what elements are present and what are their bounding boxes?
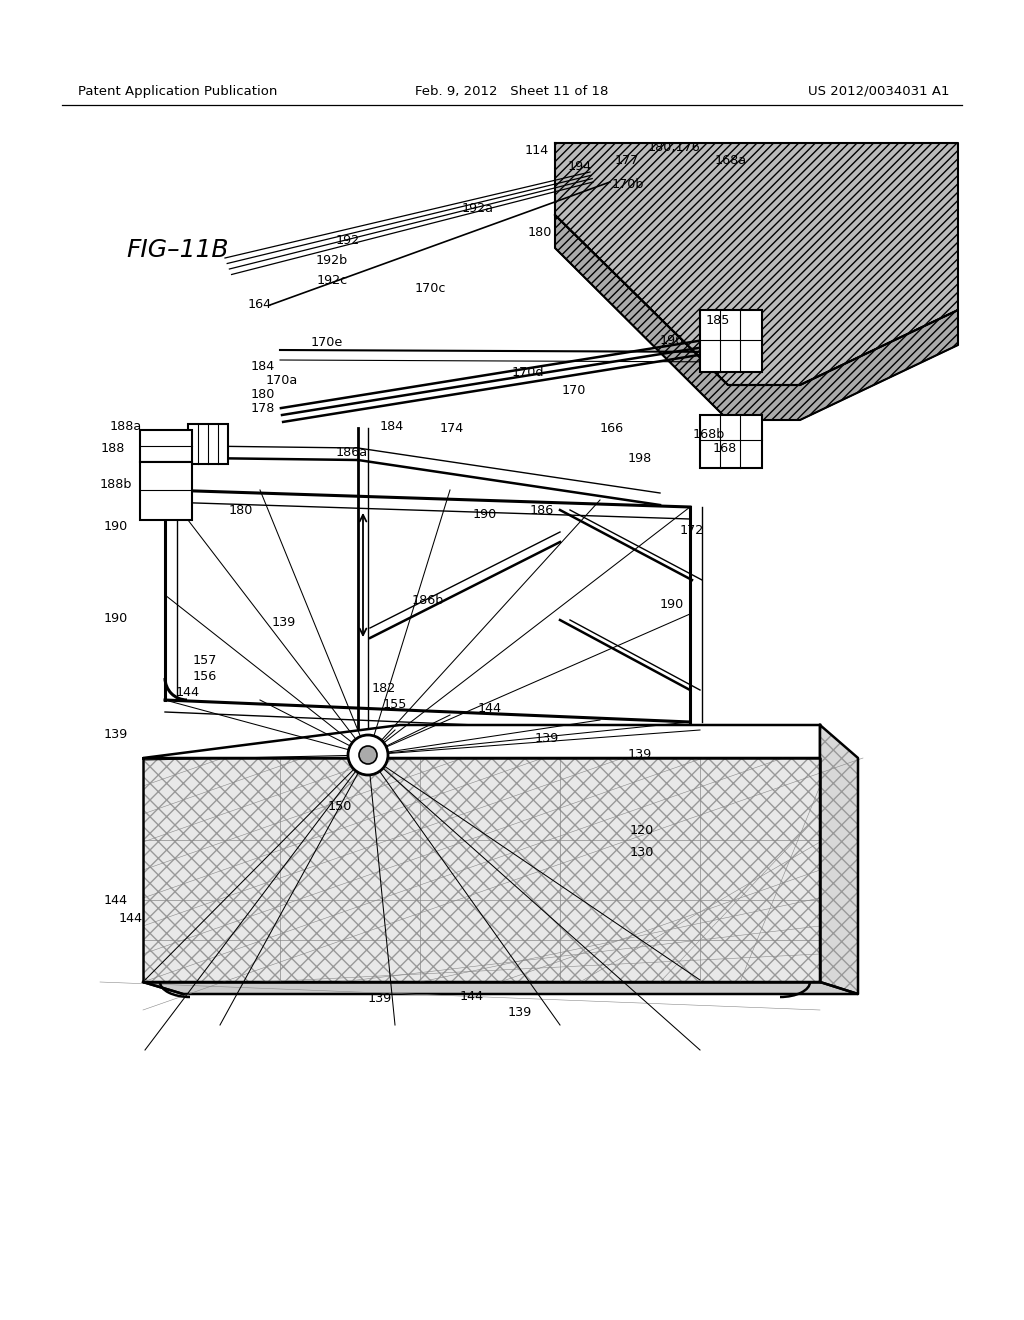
Text: 139: 139 bbox=[628, 747, 652, 760]
Text: 170a: 170a bbox=[266, 375, 298, 388]
Text: 166: 166 bbox=[600, 421, 624, 434]
Text: 190: 190 bbox=[660, 598, 684, 610]
Circle shape bbox=[359, 746, 377, 764]
Text: 188: 188 bbox=[100, 441, 125, 454]
Text: 150: 150 bbox=[328, 800, 352, 813]
Text: 120: 120 bbox=[630, 825, 654, 837]
Circle shape bbox=[348, 735, 388, 775]
Polygon shape bbox=[143, 982, 858, 994]
Text: 155: 155 bbox=[383, 698, 408, 711]
Polygon shape bbox=[555, 143, 958, 385]
Text: 168b: 168b bbox=[693, 429, 725, 441]
Text: 172: 172 bbox=[680, 524, 705, 536]
Text: 170b: 170b bbox=[612, 177, 644, 190]
Text: 164: 164 bbox=[248, 297, 272, 310]
Text: 114: 114 bbox=[525, 144, 549, 157]
Text: 170c: 170c bbox=[415, 281, 446, 294]
Polygon shape bbox=[700, 310, 762, 372]
Text: 144: 144 bbox=[478, 701, 502, 714]
Text: 157: 157 bbox=[193, 653, 217, 667]
Text: 170: 170 bbox=[562, 384, 587, 397]
Text: 168a: 168a bbox=[715, 154, 748, 168]
Polygon shape bbox=[188, 424, 228, 465]
Text: 170d: 170d bbox=[512, 367, 545, 380]
Text: 196: 196 bbox=[660, 334, 684, 346]
Polygon shape bbox=[140, 430, 193, 462]
Text: 190: 190 bbox=[473, 507, 498, 520]
Text: 174: 174 bbox=[440, 422, 464, 436]
Text: 130: 130 bbox=[630, 846, 654, 858]
Text: 192a: 192a bbox=[462, 202, 494, 214]
Text: 192: 192 bbox=[336, 235, 360, 248]
Text: Patent Application Publication: Patent Application Publication bbox=[78, 84, 278, 98]
Polygon shape bbox=[143, 758, 820, 982]
Text: 188a: 188a bbox=[110, 421, 142, 433]
Polygon shape bbox=[143, 725, 820, 758]
Text: 144: 144 bbox=[176, 686, 200, 700]
Text: 192c: 192c bbox=[316, 273, 348, 286]
Text: 177: 177 bbox=[615, 154, 639, 168]
Text: 170e: 170e bbox=[310, 335, 343, 348]
Text: 139: 139 bbox=[103, 729, 128, 742]
Text: 139: 139 bbox=[272, 615, 296, 628]
Text: 139: 139 bbox=[368, 991, 392, 1005]
Text: 185: 185 bbox=[706, 314, 730, 327]
Text: 184: 184 bbox=[251, 359, 275, 372]
Text: 139: 139 bbox=[508, 1006, 532, 1019]
Text: 180: 180 bbox=[228, 503, 253, 516]
Text: 190: 190 bbox=[103, 611, 128, 624]
Text: 188b: 188b bbox=[99, 479, 132, 491]
Text: 139: 139 bbox=[535, 731, 559, 744]
Text: 194: 194 bbox=[568, 160, 592, 173]
Polygon shape bbox=[820, 725, 858, 994]
Text: 144: 144 bbox=[119, 912, 143, 925]
Text: 180: 180 bbox=[251, 388, 275, 400]
Text: Feb. 9, 2012   Sheet 11 of 18: Feb. 9, 2012 Sheet 11 of 18 bbox=[416, 84, 608, 98]
Text: US 2012/0034031 A1: US 2012/0034031 A1 bbox=[809, 84, 950, 98]
Text: 182: 182 bbox=[372, 681, 396, 694]
Text: 192b: 192b bbox=[315, 255, 348, 268]
Polygon shape bbox=[555, 215, 958, 420]
Text: 178: 178 bbox=[251, 403, 275, 416]
Text: 186b: 186b bbox=[412, 594, 444, 606]
Text: FIG–11B: FIG–11B bbox=[127, 238, 229, 261]
Text: 180: 180 bbox=[528, 227, 552, 239]
Text: 186a: 186a bbox=[336, 446, 368, 458]
Text: 190: 190 bbox=[103, 520, 128, 533]
Text: 168: 168 bbox=[713, 442, 737, 455]
Text: 156: 156 bbox=[193, 669, 217, 682]
Text: 144: 144 bbox=[460, 990, 484, 1003]
Text: 144: 144 bbox=[103, 894, 128, 907]
Text: 186: 186 bbox=[530, 504, 554, 517]
Polygon shape bbox=[700, 414, 762, 469]
Polygon shape bbox=[140, 462, 193, 520]
Text: 184: 184 bbox=[380, 421, 404, 433]
Text: 180,176: 180,176 bbox=[648, 141, 700, 154]
Text: 198: 198 bbox=[628, 451, 652, 465]
